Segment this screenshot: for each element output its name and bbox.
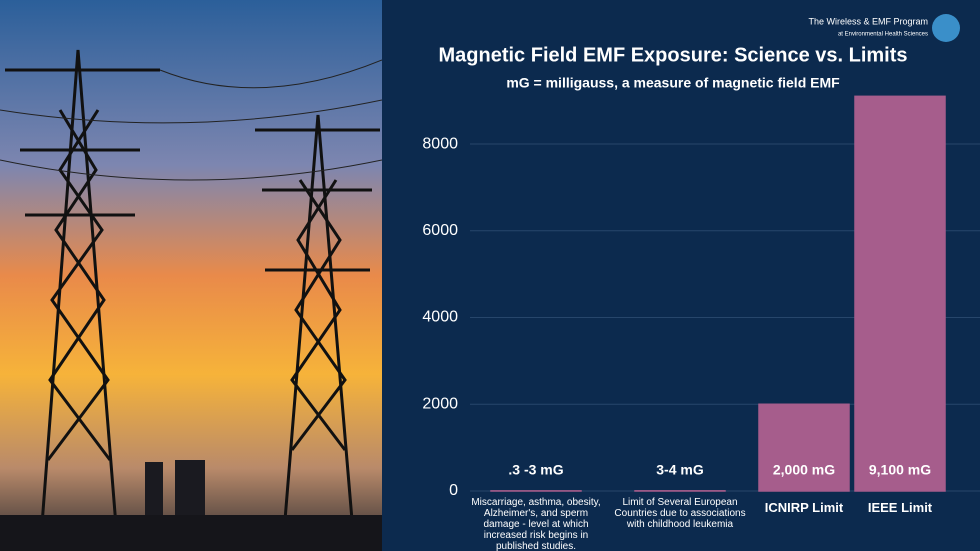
y-tick-label: 8000 bbox=[422, 135, 458, 152]
x-tick-label: IEEE Limit bbox=[867, 500, 933, 515]
value-label: 9,100 mG bbox=[869, 462, 931, 478]
chart-subtitle: mG = milligauss, a measure of magnetic f… bbox=[506, 75, 840, 91]
y-tick-label: 0 bbox=[449, 482, 458, 499]
x-tick-label: ICNIRP Limit bbox=[764, 500, 844, 515]
bar bbox=[854, 95, 946, 492]
bar bbox=[758, 403, 850, 492]
y-tick-label: 6000 bbox=[422, 222, 458, 239]
value-label: 3-4 mG bbox=[656, 462, 704, 478]
value-label: 2,000 mG bbox=[773, 462, 835, 478]
x-tick-label: Miscarriage, asthma, obesity, Alzheimer'… bbox=[471, 497, 601, 551]
logo bbox=[932, 14, 960, 42]
value-label: .3 -3 mG bbox=[508, 462, 563, 478]
photo bbox=[0, 0, 383, 551]
chart-title: Magnetic Field EMF Exposure: Science vs.… bbox=[438, 44, 907, 66]
y-tick-label: 2000 bbox=[422, 395, 458, 412]
y-tick-label: 4000 bbox=[422, 309, 458, 326]
brand-tagline: at Environmental Health Sciences bbox=[838, 32, 928, 38]
x-tick-label: Limit of Several European Countries due … bbox=[614, 497, 746, 530]
brand-name: The Wireless & EMF Program bbox=[808, 16, 928, 26]
